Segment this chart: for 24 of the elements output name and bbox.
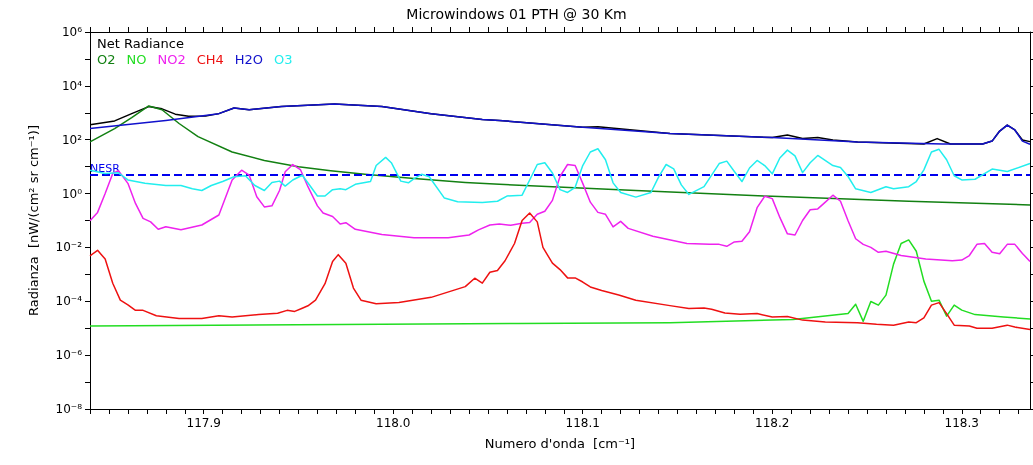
text: O2 [97, 51, 116, 67]
text: NO [126, 51, 147, 67]
text: O3 [274, 51, 293, 67]
legend-label: Net Radiance [97, 35, 184, 51]
text: NO2 [157, 51, 186, 67]
y-tick-label: 10⁻² [55, 240, 83, 255]
x-tick-label: 118.3 [944, 416, 979, 430]
x-tick-label: 118.2 [755, 416, 790, 430]
chart-title: Microwindows 01 PTH @ 30 Km [406, 6, 627, 22]
text: H2O [234, 51, 264, 67]
y-tick-label: 10⁻⁴ [55, 294, 83, 309]
y-tick-label: 10⁻⁶ [55, 348, 83, 363]
y-tick-label: 10⁶ [61, 25, 83, 39]
y-tick-label: 10² [61, 132, 83, 147]
y-tick-label: 10⁰ [61, 186, 83, 201]
x-tick-label: 118.1 [565, 416, 600, 430]
x-tick-label: 118.0 [376, 416, 411, 430]
x-axis-title: Numero d'onda [cm⁻¹] [484, 436, 636, 451]
x-tick-label: 117.9 [186, 416, 221, 430]
text: CH4 [196, 51, 224, 67]
ref-line-label: NESR [90, 161, 121, 175]
y-tick-label: 10⁴ [61, 78, 83, 93]
y-tick-label: 10⁻⁸ [55, 402, 83, 416]
y-axis-title: Radianza [nW/(cm² sr cm⁻¹)] [26, 125, 41, 316]
